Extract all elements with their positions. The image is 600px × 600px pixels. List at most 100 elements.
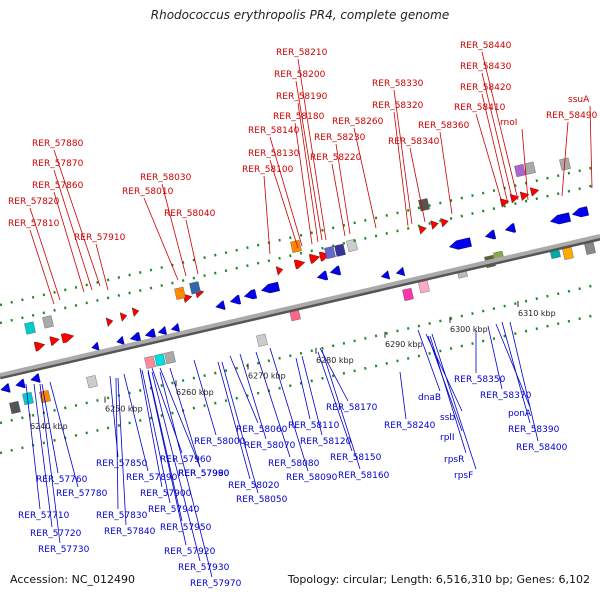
reverse-gene-arrow	[448, 237, 472, 250]
reverse-gene-arrow	[316, 270, 329, 281]
feature-box	[189, 281, 201, 295]
top-leader-line	[439, 131, 453, 215]
bottom-gene-label: RER_57720	[30, 529, 82, 539]
top-gene-label: RER_58130	[248, 149, 300, 159]
top-gene-label: RER_57870	[32, 159, 84, 169]
bottom-gene-label: RER_58060	[236, 425, 288, 435]
feature-box	[24, 321, 36, 335]
forward-gene-arrow	[131, 307, 140, 317]
bottom-leader-line	[431, 333, 477, 470]
feature-box	[346, 238, 358, 253]
bottom-leader-line	[509, 321, 539, 442]
scale-tick-label: 6280 kbp	[316, 356, 354, 365]
bottom-leader-line	[41, 383, 59, 474]
top-gene-label: RER_58230	[314, 133, 366, 143]
reverse-gene-arrow	[215, 300, 226, 310]
bottom-gene-label: RER_57780	[56, 489, 108, 499]
bottom-leader-line	[159, 367, 201, 468]
bottom-gene-label: RER_58170	[326, 403, 378, 413]
bottom-leader-line	[229, 355, 259, 424]
bottom-leader-line	[169, 367, 201, 468]
top-gene-label: ssuA	[568, 95, 590, 105]
reverse-gene-arrow	[144, 328, 157, 339]
reverse-gene-arrow	[484, 229, 497, 240]
reverse-gene-arrow	[157, 325, 168, 336]
bottom-leader-line	[239, 353, 267, 440]
bottom-gene-label: RER_58120	[300, 437, 352, 447]
top-leader-line	[29, 229, 55, 305]
bottom-gene-label: RER_58350	[454, 375, 506, 385]
reverse-gene-arrow	[129, 332, 142, 342]
bottom-gene-label: RER_57950	[160, 523, 212, 533]
feature-box	[86, 375, 98, 389]
feature-box	[324, 245, 336, 260]
bottom-gene-label: ponA	[508, 409, 532, 419]
bottom-leader-line	[159, 371, 213, 578]
top-leader-line	[481, 72, 514, 203]
top-gene-label: RER_57820	[8, 197, 60, 207]
bottom-leader-line	[193, 359, 217, 436]
bottom-gene-label: RER_57730	[38, 545, 90, 555]
reverse-gene-arrow	[15, 378, 26, 389]
bottom-gene-label: RER_57840	[104, 527, 156, 537]
forward-gene-arrow	[119, 312, 128, 322]
bottom-gene-label: dnaB	[418, 393, 441, 403]
top-leader-line	[269, 159, 299, 249]
bottom-leader-line	[151, 371, 201, 562]
bottom-gene-label: RER_57890	[126, 473, 178, 483]
bottom-leader-line	[269, 347, 309, 472]
feature-box	[154, 353, 166, 367]
bottom-leader-line	[139, 367, 163, 488]
reverse-gene-arrow	[260, 281, 280, 294]
bottom-gene-label: rpsF	[454, 471, 473, 481]
bottom-gene-label: RER_57920	[164, 547, 216, 557]
bottom-gene-label: rpsR	[444, 455, 464, 465]
bottom-leader-line	[487, 325, 503, 390]
top-leader-line	[185, 219, 199, 275]
bottom-leader-line	[295, 357, 311, 420]
top-leader-line	[331, 163, 346, 237]
backbone-line	[0, 234, 600, 377]
bottom-gene-label: RER_57940	[148, 505, 200, 515]
top-leader-line	[295, 80, 323, 241]
bottom-gene-label: RER_57990	[178, 469, 230, 479]
feature-box	[42, 315, 54, 329]
bottom-gene-label: RER_58110	[288, 421, 340, 431]
bottom-gene-label: RER_57760	[36, 475, 88, 485]
feature-box	[334, 243, 346, 257]
top-leader-line	[53, 191, 85, 293]
top-gene-label: RER_57910	[74, 233, 126, 243]
bottom-leader-line	[221, 361, 259, 494]
top-leader-line	[294, 122, 313, 245]
scale-tick-label: 6300 kbp	[450, 325, 488, 334]
bottom-gene-label: RER_58050	[236, 495, 288, 505]
forward-gene-arrow	[499, 198, 510, 208]
forward-gene-arrow	[105, 317, 114, 327]
bottom-leader-line	[49, 381, 79, 488]
feature-box	[174, 286, 186, 300]
top-leader-line	[53, 169, 93, 291]
bottom-leader-line	[301, 355, 323, 436]
top-gene-label: RER_58010	[122, 187, 174, 197]
bottom-gene-label: RER_58020	[228, 481, 280, 491]
bottom-gene-label: RER_58160	[338, 471, 390, 481]
feature-box	[402, 287, 414, 302]
top-gene-label: RER_58180	[273, 112, 325, 122]
gene-labels: RER_58210 RER_58200 RER_58190 RER_58180 RER_…	[8, 41, 598, 589]
accession: Accession: NC_012490	[10, 573, 136, 586]
top-gene-label: RER_58330	[372, 79, 424, 89]
bottom-leader-line	[417, 329, 441, 392]
bottom-gene-label: ssb	[440, 413, 455, 423]
bottom-gene-label: RER_57900	[140, 489, 192, 499]
bottom-leader-line	[147, 369, 183, 522]
feature-box	[164, 351, 176, 365]
bottom-gene-label: RER_57970	[190, 579, 242, 589]
top-gene-label: RER_58210	[276, 48, 328, 58]
reverse-gene-arrow	[243, 289, 258, 300]
forward-gene-arrow	[275, 266, 284, 276]
map-title: Rhodococcus erythropolis PR4, complete g…	[150, 8, 450, 22]
top-gene-label: RER_58220	[310, 153, 362, 163]
reverse-gene-arrow	[380, 270, 391, 280]
top-leader-line	[161, 183, 187, 277]
